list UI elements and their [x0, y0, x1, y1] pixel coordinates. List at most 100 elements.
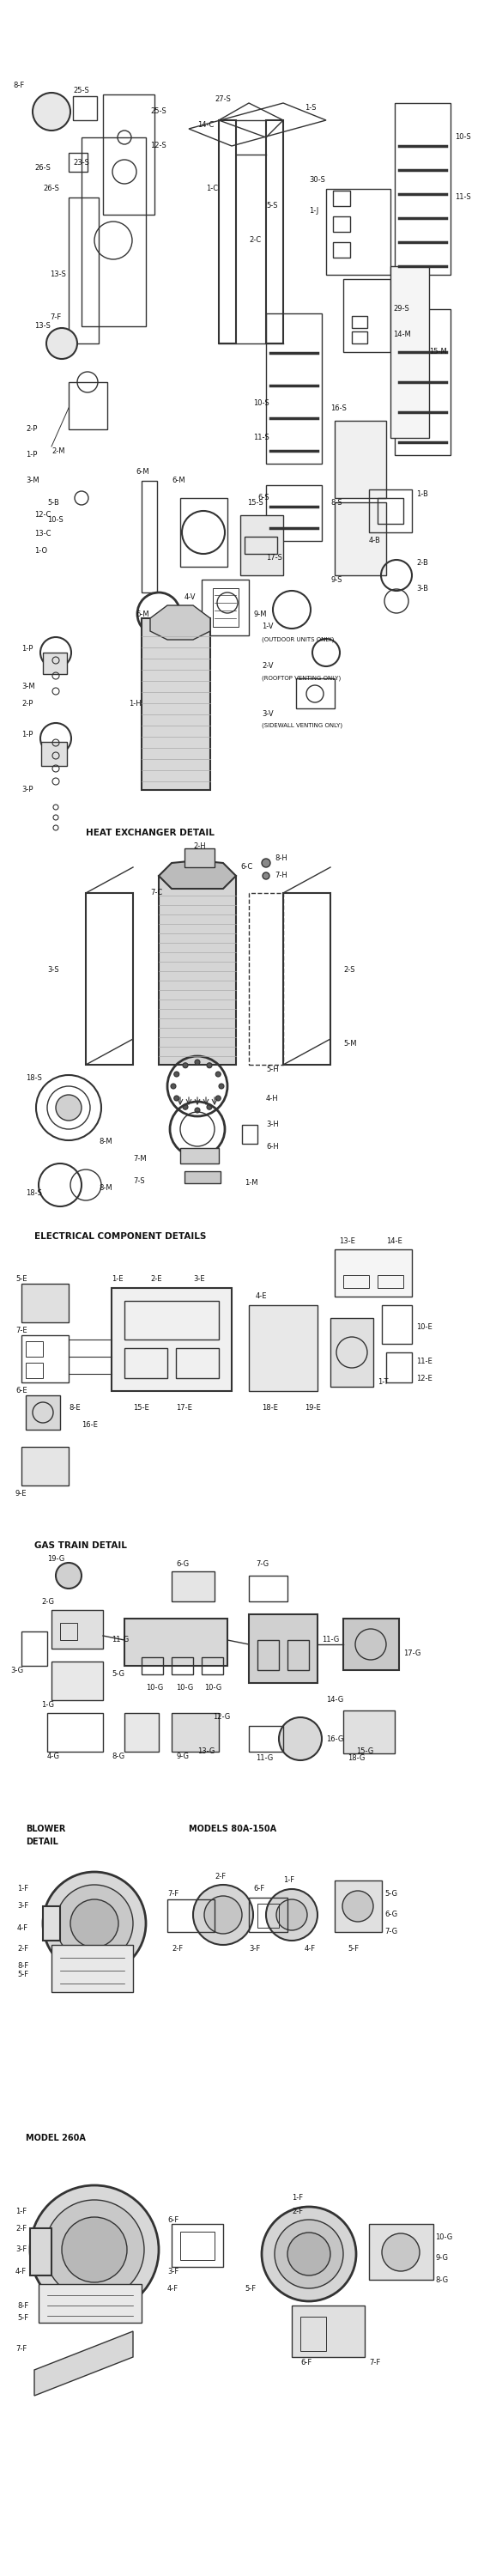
Circle shape — [43, 1873, 146, 1976]
Text: 11-S: 11-S — [455, 193, 471, 201]
Text: 2-M: 2-M — [52, 448, 65, 453]
Text: 4-H: 4-H — [266, 1095, 279, 1103]
Text: 6-M: 6-M — [135, 611, 149, 618]
Text: 4-G: 4-G — [47, 1752, 60, 1759]
Text: 7-M: 7-M — [133, 1154, 146, 1164]
Circle shape — [342, 1891, 373, 1922]
Text: 1-S: 1-S — [305, 103, 316, 111]
Bar — [52, 1945, 133, 1991]
Text: 6-G: 6-G — [176, 1561, 189, 1569]
Bar — [257, 1641, 279, 1669]
Bar — [159, 876, 236, 1064]
Text: 6-E: 6-E — [15, 1386, 27, 1396]
Bar — [43, 1906, 60, 1940]
Bar — [112, 1288, 232, 1391]
Text: 7-F: 7-F — [167, 1891, 179, 1896]
Circle shape — [216, 1095, 221, 1100]
Text: 6-H: 6-H — [266, 1144, 279, 1149]
Bar — [103, 95, 154, 214]
Bar — [172, 1571, 215, 1602]
Text: 3-H: 3-H — [266, 1121, 279, 1128]
Bar — [68, 381, 107, 430]
Bar — [172, 1713, 219, 1752]
Text: 3-M: 3-M — [26, 477, 39, 484]
Text: 17-E: 17-E — [176, 1404, 192, 1412]
Bar — [124, 1713, 159, 1752]
Text: 2-C: 2-C — [249, 237, 261, 245]
Bar — [73, 95, 97, 121]
Circle shape — [45, 2200, 144, 2300]
Circle shape — [262, 858, 270, 868]
Text: 5-F: 5-F — [245, 2285, 256, 2293]
Bar — [301, 2316, 326, 2352]
Text: 7-S: 7-S — [133, 1177, 145, 1185]
Text: 1-C: 1-C — [206, 185, 218, 193]
Bar — [343, 1710, 395, 1754]
Bar — [30, 2228, 52, 2275]
Text: 7-F: 7-F — [50, 314, 61, 322]
Bar — [21, 1283, 68, 1321]
Text: 1-P: 1-P — [26, 451, 37, 459]
Bar — [335, 1880, 382, 1932]
Bar — [245, 536, 277, 554]
Bar — [52, 1610, 103, 1649]
Text: 6-F: 6-F — [301, 2360, 311, 2367]
Circle shape — [174, 1095, 179, 1100]
Circle shape — [174, 1072, 179, 1077]
Text: 10-S: 10-S — [253, 399, 269, 407]
Text: 25-S: 25-S — [73, 88, 89, 93]
Bar — [382, 1306, 412, 1345]
Bar — [202, 1656, 223, 1674]
Text: 9-G: 9-G — [435, 2254, 448, 2262]
Bar — [219, 121, 236, 343]
Text: 10-S: 10-S — [455, 134, 471, 142]
Text: 27-S: 27-S — [215, 95, 231, 103]
Text: 3-F: 3-F — [15, 2246, 27, 2254]
Bar — [395, 103, 450, 276]
Text: 7-F: 7-F — [15, 2344, 27, 2352]
Bar — [292, 2306, 365, 2357]
Bar — [257, 1904, 279, 1927]
Text: 12-S: 12-S — [150, 142, 166, 149]
Text: DETAIL: DETAIL — [26, 1837, 58, 1847]
Bar — [176, 1347, 219, 1378]
Bar — [266, 121, 283, 343]
Text: 2-F: 2-F — [292, 2208, 303, 2215]
Bar — [167, 1899, 215, 1932]
Text: 13-S: 13-S — [50, 270, 66, 278]
Text: 1-M: 1-M — [245, 1180, 258, 1188]
Text: 6-M: 6-M — [135, 469, 149, 477]
Bar — [377, 1275, 403, 1288]
Text: 17-G: 17-G — [403, 1649, 421, 1656]
Text: 1-O: 1-O — [34, 549, 47, 556]
Bar — [249, 894, 283, 1064]
Bar — [180, 1149, 219, 1164]
Text: 7-C: 7-C — [150, 889, 162, 896]
Text: (OUTDOOR UNITS ONLY): (OUTDOOR UNITS ONLY) — [262, 636, 334, 641]
Text: 5-G: 5-G — [384, 1891, 397, 1896]
Text: 8-H: 8-H — [275, 855, 287, 863]
Text: 18-S: 18-S — [26, 1074, 42, 1082]
Bar — [180, 497, 227, 567]
Text: 17-S: 17-S — [266, 554, 282, 562]
Text: 8-G: 8-G — [435, 2277, 448, 2285]
Text: 3-B: 3-B — [416, 585, 428, 592]
Text: 14-M: 14-M — [393, 332, 411, 340]
Bar — [141, 618, 210, 791]
Text: 2-P: 2-P — [21, 701, 33, 708]
Bar — [47, 1713, 103, 1752]
Text: 16-E: 16-E — [81, 1422, 98, 1430]
Bar — [335, 420, 386, 497]
Text: 4-F: 4-F — [167, 2285, 179, 2293]
Text: 19-E: 19-E — [305, 1404, 321, 1412]
Circle shape — [56, 1886, 133, 1963]
Text: 3-F: 3-F — [167, 2267, 179, 2275]
Text: 11-G: 11-G — [322, 1636, 339, 1643]
Text: 4-F: 4-F — [305, 1945, 316, 1953]
Text: 23-S: 23-S — [73, 160, 89, 167]
Bar — [330, 1319, 373, 1386]
Polygon shape — [34, 2331, 133, 2396]
Text: 9-E: 9-E — [15, 1489, 27, 1499]
Text: 5-F: 5-F — [17, 2313, 28, 2324]
Text: 8-S: 8-S — [330, 500, 342, 505]
